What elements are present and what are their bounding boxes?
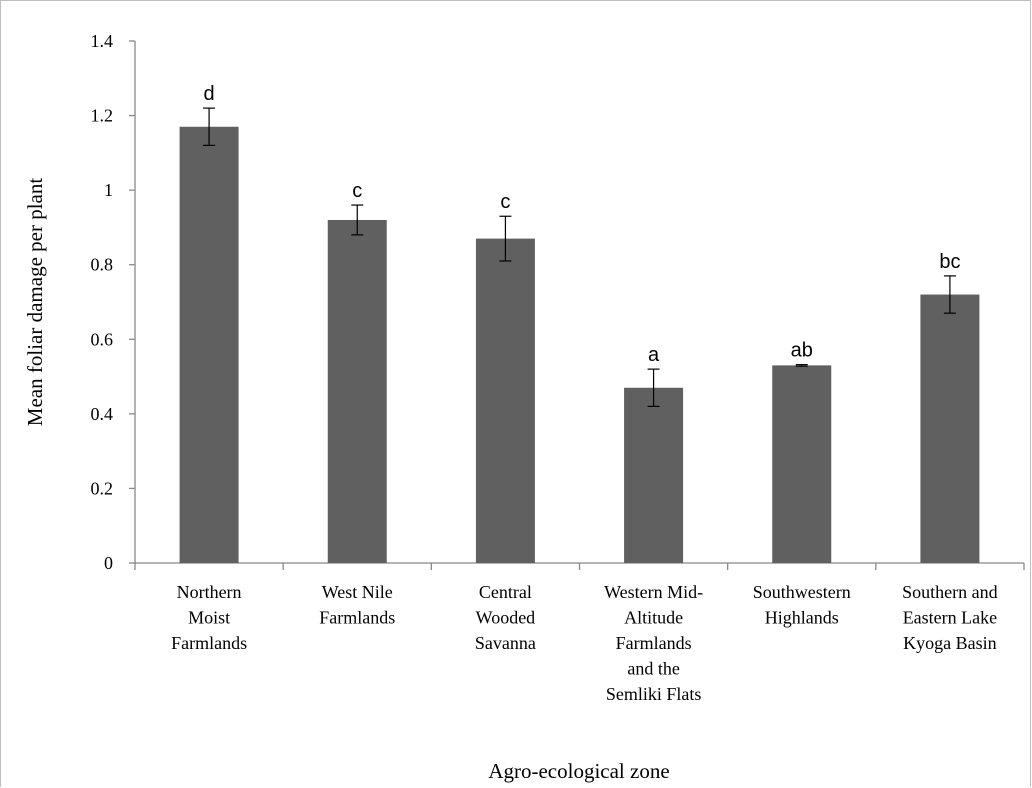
significance-letter: bc xyxy=(939,251,960,273)
x-axis-ticks xyxy=(134,563,1025,570)
significance-letter: ab xyxy=(791,340,813,362)
category-label-line: Semliki Flats xyxy=(606,684,702,704)
category-label-line: West Nile xyxy=(322,582,393,602)
category-label-line: Southern and xyxy=(902,582,997,602)
y-tick-label: 0 xyxy=(104,553,113,573)
y-tick-label: 1 xyxy=(104,180,113,200)
bar xyxy=(475,238,535,563)
category-label-line: Highlands xyxy=(765,608,839,628)
y-tick-label: 0.2 xyxy=(91,478,114,498)
bar-series xyxy=(179,126,980,563)
y-tick-label: 1.4 xyxy=(91,31,114,51)
category-labels: Northern Moist Farmlands West Nile Farmlands… xyxy=(171,582,998,704)
bar xyxy=(772,365,832,563)
category-label-line: Eastern Lake xyxy=(903,608,997,628)
category-label-line: Wooded xyxy=(476,608,536,628)
category-label-line: Farmlands xyxy=(616,633,692,653)
significance-letter: d xyxy=(204,83,215,105)
category-label-line: Savanna xyxy=(475,633,536,653)
category-label-line: Northern xyxy=(177,582,242,602)
category-label-line: Altitude xyxy=(624,608,683,628)
category-label-line: Farmlands xyxy=(319,608,395,628)
y-tick-label: 0.6 xyxy=(91,329,114,349)
bar xyxy=(920,294,980,563)
significance-letter: c xyxy=(500,191,510,213)
category-label-line: Moist xyxy=(188,608,230,628)
category-label-line: Farmlands xyxy=(171,633,247,653)
category-label-line: Western Mid- xyxy=(604,582,703,602)
bar xyxy=(179,126,239,563)
significance-letters: d c c a ab bc xyxy=(204,83,961,366)
error-bars xyxy=(203,107,956,407)
category-label-line: Central xyxy=(479,582,532,602)
category-label-line: Southwestern xyxy=(753,582,851,602)
x-axis-title: Agro-ecological zone xyxy=(488,759,669,783)
y-tick-label: 0.8 xyxy=(91,255,114,275)
category-label-line: Kyoga Basin xyxy=(903,633,997,653)
y-axis-ticks: 0 0.2 0.4 0.6 0.8 1 1.2 1.4 xyxy=(91,31,135,573)
y-axis-title: Mean foliar damage per plant xyxy=(23,178,47,427)
bar xyxy=(327,219,387,563)
significance-letter: c xyxy=(352,180,362,202)
significance-letter: a xyxy=(648,344,660,366)
y-tick-label: 0.4 xyxy=(91,404,114,424)
category-label-line: and the xyxy=(627,659,679,679)
bar xyxy=(624,387,684,563)
y-tick-label: 1.2 xyxy=(91,106,114,126)
